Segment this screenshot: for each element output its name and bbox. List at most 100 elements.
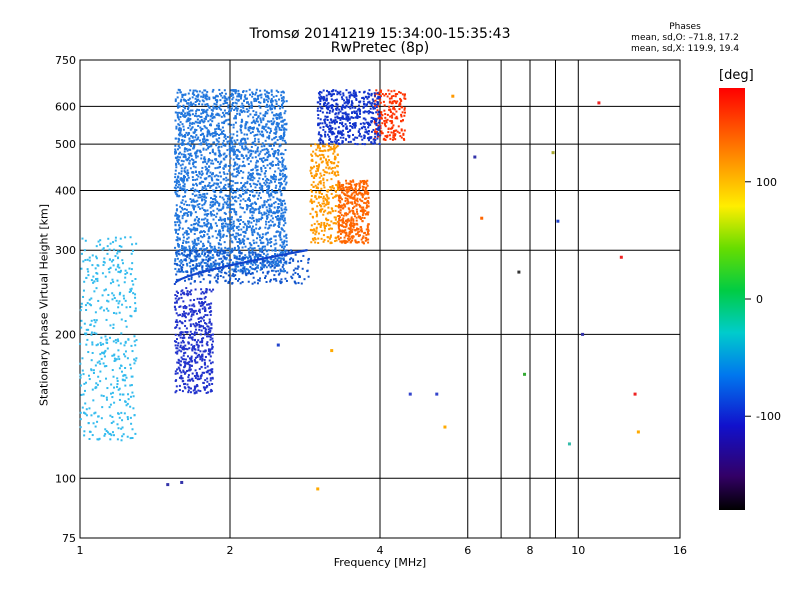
data-point xyxy=(251,179,254,182)
data-point xyxy=(212,248,215,251)
data-point xyxy=(207,221,210,224)
data-point xyxy=(263,213,266,216)
data-point xyxy=(121,435,124,438)
data-point xyxy=(189,214,192,217)
data-point xyxy=(210,224,213,227)
data-point xyxy=(251,202,254,205)
data-point xyxy=(124,350,127,353)
data-point xyxy=(362,208,365,211)
data-point xyxy=(237,149,240,152)
data-point xyxy=(99,370,102,373)
data-point xyxy=(265,147,268,150)
data-point xyxy=(194,257,197,260)
data-point xyxy=(215,215,218,218)
data-point xyxy=(201,274,204,277)
data-point xyxy=(113,297,116,300)
data-point xyxy=(281,265,284,268)
data-point xyxy=(184,351,187,354)
data-point xyxy=(220,160,223,163)
data-point xyxy=(247,109,250,112)
data-point xyxy=(190,224,193,227)
data-point xyxy=(180,371,183,374)
data-point xyxy=(214,134,217,137)
data-point xyxy=(182,105,185,108)
data-point xyxy=(313,177,316,180)
data-point xyxy=(221,111,224,114)
data-point xyxy=(310,172,313,175)
data-point xyxy=(246,272,249,275)
data-point xyxy=(187,142,190,145)
data-point xyxy=(245,208,248,211)
data-point xyxy=(283,167,286,170)
data-point xyxy=(280,204,283,207)
data-point xyxy=(216,166,219,169)
data-point xyxy=(212,88,215,91)
data-point xyxy=(175,278,178,281)
data-point xyxy=(270,97,273,100)
data-point xyxy=(241,257,244,260)
data-point xyxy=(243,99,246,102)
data-point xyxy=(187,126,190,129)
data-point xyxy=(269,154,272,157)
data-point xyxy=(279,113,282,116)
data-point xyxy=(383,119,386,122)
data-point xyxy=(116,279,119,282)
data-point xyxy=(329,236,332,239)
data-point xyxy=(126,357,129,360)
data-point xyxy=(220,225,223,228)
data-point xyxy=(226,223,229,226)
data-point xyxy=(361,208,364,211)
data-point xyxy=(177,162,180,165)
data-point xyxy=(355,191,358,194)
data-point xyxy=(324,209,327,212)
data-point xyxy=(221,259,224,262)
data-point xyxy=(249,204,252,207)
data-point xyxy=(183,312,186,315)
data-point xyxy=(363,191,366,194)
data-point xyxy=(326,162,329,165)
data-point xyxy=(266,136,269,139)
data-point xyxy=(239,194,242,197)
data-point xyxy=(255,161,258,164)
data-point xyxy=(215,124,218,127)
data-point xyxy=(284,249,287,252)
data-point xyxy=(179,333,182,336)
data-point xyxy=(103,434,106,437)
data-point xyxy=(195,322,198,325)
data-point xyxy=(183,135,186,138)
data-point xyxy=(262,125,265,128)
data-point xyxy=(226,217,229,220)
data-point xyxy=(272,258,275,261)
data-point xyxy=(201,198,204,201)
data-point xyxy=(214,130,217,133)
data-point xyxy=(193,242,196,245)
data-point xyxy=(199,150,202,153)
data-point xyxy=(251,210,254,213)
data-point xyxy=(261,206,264,209)
data-point xyxy=(201,344,204,347)
data-point xyxy=(197,136,200,139)
data-point xyxy=(187,293,190,296)
data-point xyxy=(249,153,252,156)
data-point xyxy=(265,217,268,220)
data-point xyxy=(200,108,203,111)
data-point xyxy=(354,187,357,190)
data-point xyxy=(339,232,342,235)
data-point xyxy=(270,245,273,248)
data-point xyxy=(276,259,279,262)
data-point xyxy=(283,173,286,176)
data-point xyxy=(182,270,185,273)
data-point xyxy=(193,334,196,337)
phase-stats: Phases mean, sd,O: –71.8, 17.2 mean, sd,… xyxy=(580,22,790,55)
data-point xyxy=(94,364,97,367)
data-point xyxy=(234,267,237,270)
data-point xyxy=(205,384,208,387)
data-point xyxy=(117,388,120,391)
data-point xyxy=(284,178,287,181)
data-point xyxy=(331,210,334,213)
data-point xyxy=(302,254,305,257)
data-point xyxy=(204,314,207,317)
data-point xyxy=(183,169,186,172)
data-point xyxy=(277,264,280,267)
data-point xyxy=(246,148,249,151)
